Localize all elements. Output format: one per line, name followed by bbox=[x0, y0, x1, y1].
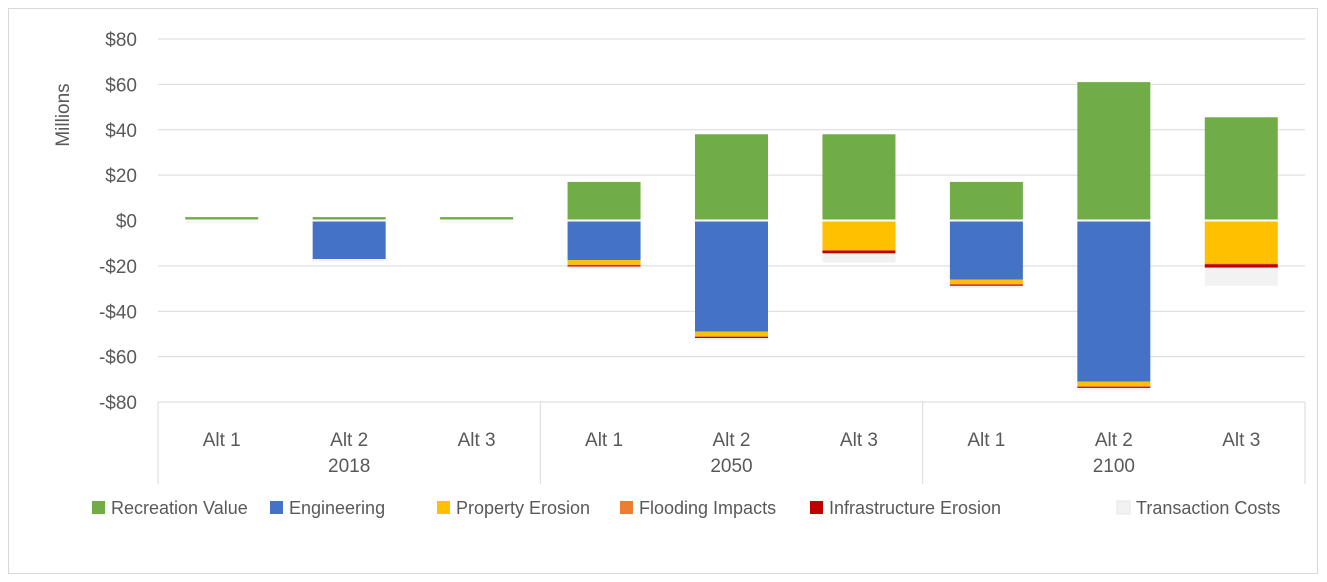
bar-segment bbox=[568, 221, 641, 261]
bar-segment bbox=[822, 251, 895, 254]
bar-segment bbox=[1077, 382, 1150, 387]
category-label: Alt 1 bbox=[585, 430, 623, 451]
category-label: Alt 3 bbox=[1222, 430, 1260, 451]
bar-segment bbox=[695, 338, 768, 340]
legend-swatch bbox=[270, 501, 283, 514]
group-label: 2018 bbox=[328, 456, 370, 477]
bar-segment bbox=[1077, 221, 1150, 382]
legend: Recreation Value Engineering Property Eros… bbox=[92, 498, 1280, 518]
bar-segment bbox=[568, 265, 641, 266]
legend-label: Recreation Value bbox=[111, 498, 248, 518]
bar-segment bbox=[313, 259, 386, 261]
bar-segment bbox=[313, 221, 386, 260]
y-tick-label: $20 bbox=[105, 166, 137, 187]
y-tick-label: $60 bbox=[105, 75, 137, 96]
y-tick-label: -$40 bbox=[99, 302, 137, 323]
category-label: Alt 3 bbox=[840, 430, 878, 451]
bar-segment bbox=[568, 260, 641, 265]
legend-label: Infrastructure Erosion bbox=[829, 498, 1001, 518]
legend-label: Property Erosion bbox=[456, 498, 590, 518]
bar-segment bbox=[695, 332, 768, 337]
bar-segment bbox=[1205, 221, 1278, 264]
category-label: Alt 2 bbox=[1095, 430, 1133, 451]
y-tick-labels: $80 $60 $40 $20 $0 -$20 -$40 -$60 -$80 bbox=[99, 30, 137, 414]
y-tick-label: $40 bbox=[105, 121, 137, 142]
bar-segment bbox=[1205, 117, 1278, 220]
bar-segment bbox=[568, 182, 641, 221]
bar-segment bbox=[568, 265, 641, 266]
legend-swatch bbox=[620, 501, 633, 514]
y-tick-label: -$60 bbox=[99, 348, 137, 369]
y-axis-label: Millions bbox=[53, 83, 74, 146]
bar-segment bbox=[822, 250, 895, 251]
bar-segment bbox=[695, 337, 768, 338]
bar-segment bbox=[950, 182, 1023, 221]
y-tick-label: $80 bbox=[105, 30, 137, 51]
category-label: Alt 3 bbox=[458, 430, 496, 451]
bar-segment bbox=[950, 279, 1023, 284]
bar-segment bbox=[950, 285, 1023, 286]
legend-swatch bbox=[437, 501, 450, 514]
bars bbox=[185, 82, 1278, 390]
bar-segment bbox=[950, 286, 1023, 288]
bar-segment bbox=[695, 221, 768, 332]
bar-segment bbox=[695, 336, 768, 337]
y-tick-label: -$80 bbox=[99, 393, 137, 414]
bar-segment bbox=[1077, 387, 1150, 388]
legend-label: Flooding Impacts bbox=[639, 498, 776, 518]
bar-segment bbox=[1077, 386, 1150, 387]
bar-segment bbox=[822, 134, 895, 220]
bar-segment bbox=[1077, 82, 1150, 220]
category-labels: Alt 1 Alt 2 Alt 3 2018 Alt 1 Alt 2 Alt 3 2050 Al… bbox=[158, 402, 1305, 484]
bar-segment bbox=[568, 267, 641, 269]
bar-segment bbox=[822, 221, 895, 250]
bar-segment bbox=[822, 253, 895, 262]
legend-swatch bbox=[810, 501, 823, 514]
y-tick-label: $0 bbox=[116, 212, 137, 233]
bar-segment bbox=[1077, 388, 1150, 390]
bar-segment bbox=[950, 221, 1023, 280]
group-label: 2100 bbox=[1093, 456, 1135, 477]
bar-segment bbox=[695, 134, 768, 220]
category-label: Alt 1 bbox=[203, 430, 241, 451]
bar-segment bbox=[1205, 264, 1278, 267]
legend-swatch bbox=[1117, 501, 1130, 514]
category-label: Alt 2 bbox=[712, 430, 750, 451]
bar-segment bbox=[950, 284, 1023, 285]
category-label: Alt 2 bbox=[330, 430, 368, 451]
group-label: 2050 bbox=[710, 456, 752, 477]
y-tick-label: -$20 bbox=[99, 257, 137, 278]
bar-segment bbox=[1205, 264, 1278, 265]
legend-swatch bbox=[92, 501, 105, 514]
bar-segment bbox=[1205, 268, 1278, 286]
legend-label: Engineering bbox=[289, 498, 385, 518]
legend-label: Transaction Costs bbox=[1136, 498, 1280, 518]
category-label: Alt 1 bbox=[967, 430, 1005, 451]
